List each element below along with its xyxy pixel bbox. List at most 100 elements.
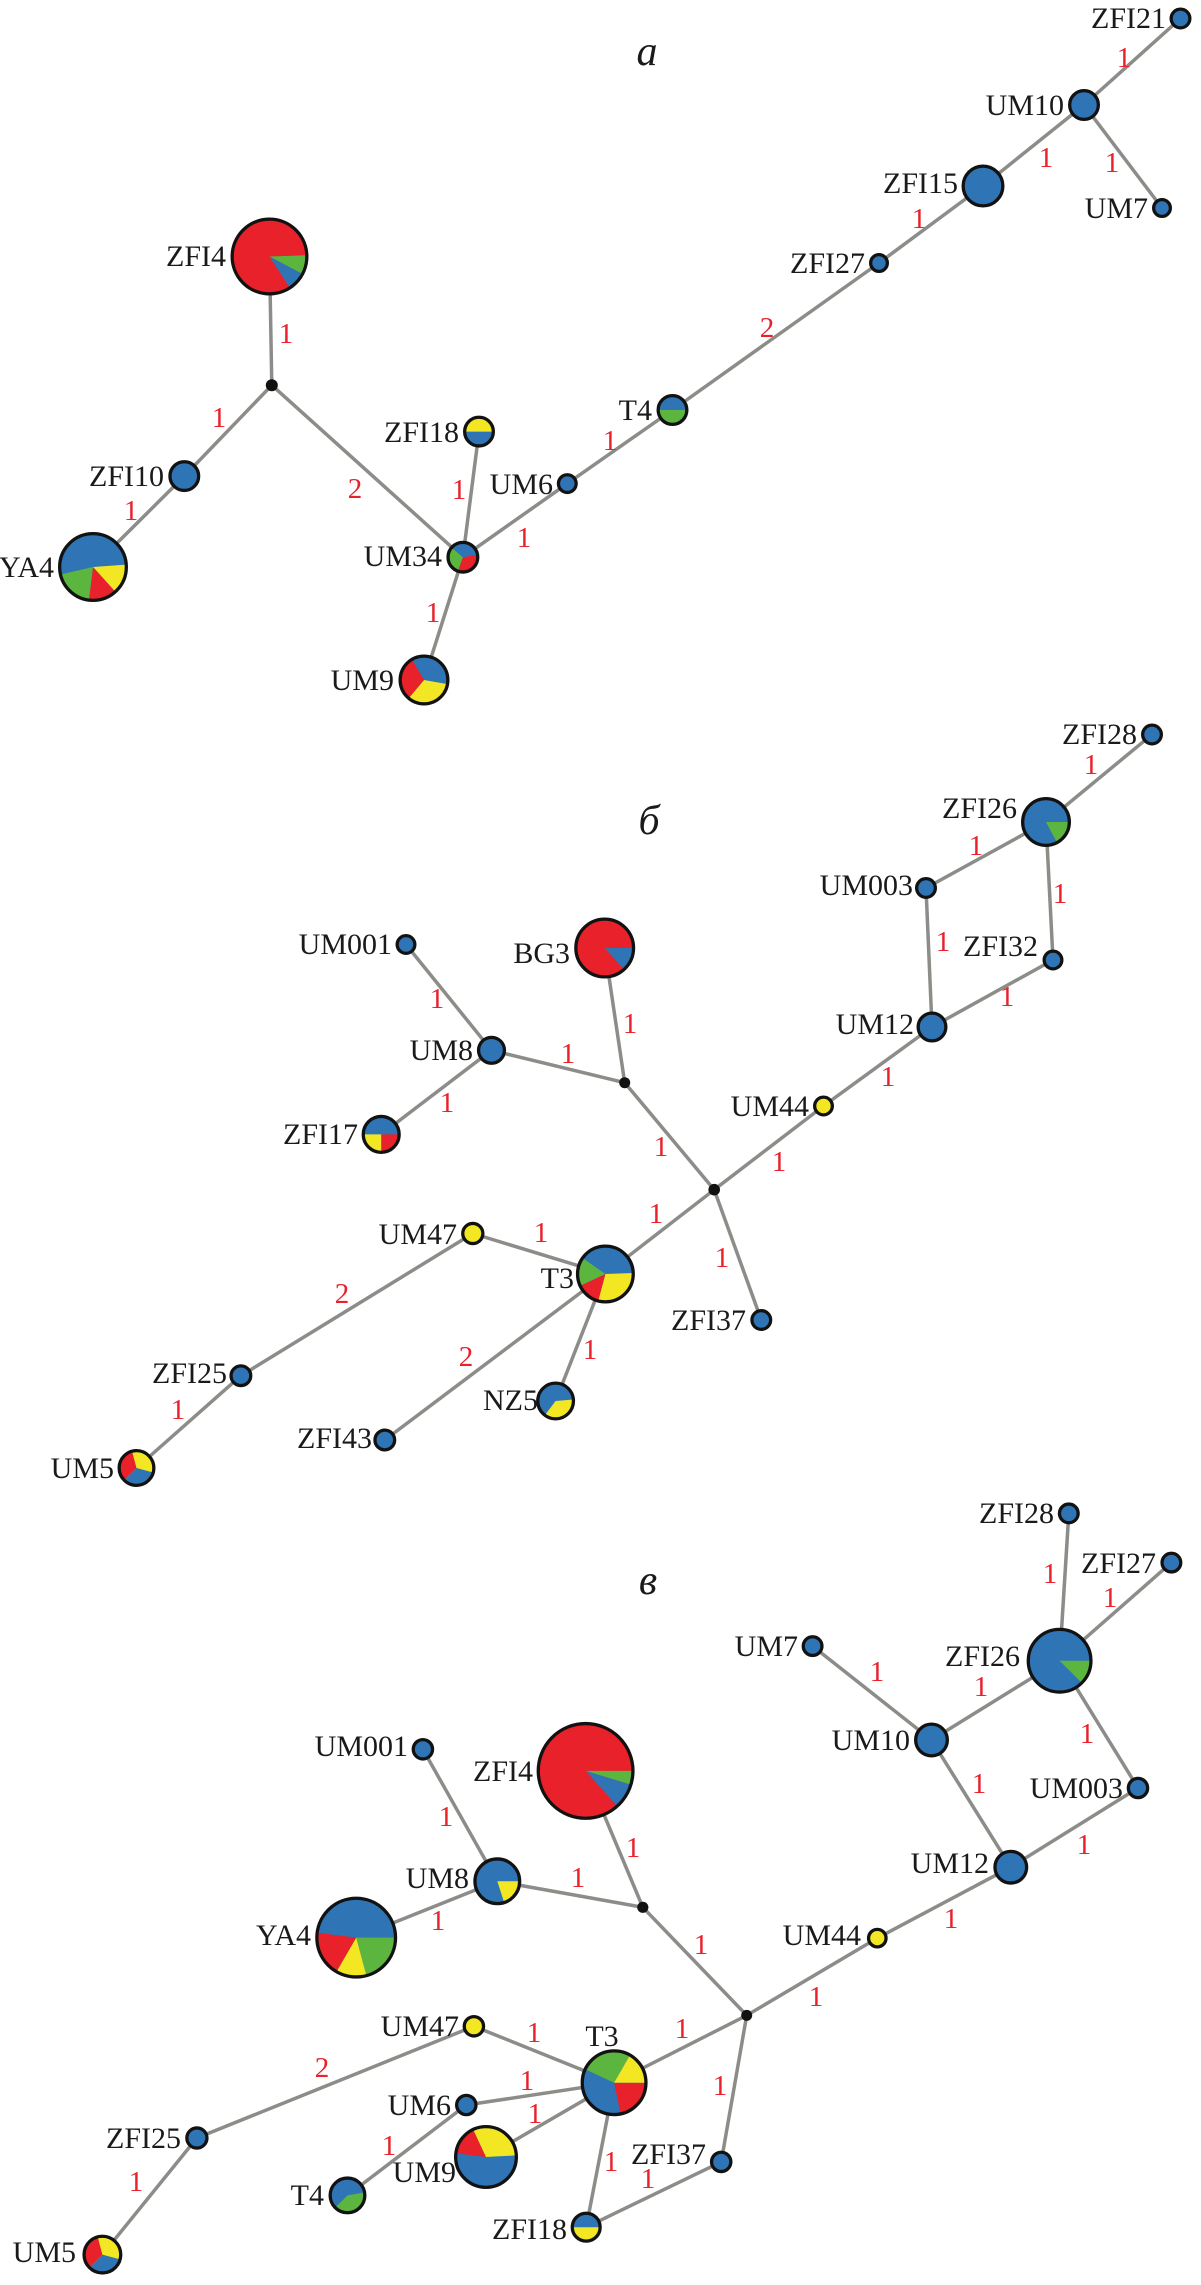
svg-text:1: 1 — [452, 474, 467, 506]
svg-text:ZFI26: ZFI26 — [945, 1640, 1020, 1673]
svg-text:ZFI4: ZFI4 — [473, 1755, 533, 1788]
svg-text:ZFI37: ZFI37 — [631, 2138, 706, 2171]
svg-text:UM47: UM47 — [381, 2010, 459, 2043]
svg-text:ZFI32: ZFI32 — [963, 930, 1038, 963]
svg-text:UM12: UM12 — [911, 1847, 989, 1880]
svg-text:ZFI27: ZFI27 — [790, 247, 865, 280]
svg-text:UM7: UM7 — [1085, 192, 1148, 225]
svg-text:1: 1 — [1043, 1558, 1058, 1590]
svg-text:T4: T4 — [619, 394, 652, 427]
svg-text:ZFI43: ZFI43 — [297, 1422, 372, 1455]
svg-text:1: 1 — [626, 1832, 641, 1864]
svg-text:ZFI26: ZFI26 — [942, 792, 1017, 825]
svg-text:BG3: BG3 — [513, 937, 570, 970]
svg-text:1: 1 — [1077, 1829, 1092, 1861]
svg-text:1: 1 — [129, 2166, 144, 2198]
svg-text:UM7: UM7 — [735, 1630, 798, 1663]
svg-text:1: 1 — [1105, 147, 1120, 179]
svg-text:UM8: UM8 — [410, 1034, 473, 1067]
svg-text:T3: T3 — [541, 1262, 574, 1295]
svg-text:1: 1 — [171, 1394, 186, 1426]
svg-text:1: 1 — [713, 2070, 728, 2102]
svg-text:1: 1 — [974, 1671, 989, 1703]
svg-text:1: 1 — [439, 1801, 454, 1833]
svg-text:T4: T4 — [291, 2179, 324, 2212]
svg-text:1: 1 — [694, 1929, 709, 1961]
svg-text:UM34: UM34 — [364, 540, 442, 573]
svg-text:ZFI37: ZFI37 — [671, 1304, 746, 1337]
svg-text:1: 1 — [972, 1768, 987, 1800]
svg-text:1: 1 — [426, 597, 441, 629]
svg-text:UM9: UM9 — [331, 664, 394, 697]
svg-text:ZFI10: ZFI10 — [89, 460, 164, 493]
svg-text:ZFI18: ZFI18 — [384, 416, 459, 449]
svg-text:1: 1 — [1117, 42, 1132, 74]
svg-text:1: 1 — [124, 495, 139, 527]
svg-text:UM10: UM10 — [832, 1724, 910, 1757]
svg-text:1: 1 — [583, 1334, 598, 1366]
svg-text:ZFI21: ZFI21 — [1091, 2, 1166, 35]
svg-text:1: 1 — [969, 830, 984, 862]
svg-text:1: 1 — [1039, 142, 1054, 174]
svg-text:UM9: UM9 — [393, 2156, 456, 2189]
svg-text:ZFI27: ZFI27 — [1081, 1547, 1156, 1580]
svg-text:1: 1 — [1080, 1718, 1095, 1750]
svg-text:1: 1 — [430, 983, 445, 1015]
svg-text:UM47: UM47 — [379, 1218, 457, 1251]
svg-text:1: 1 — [772, 1146, 787, 1178]
svg-text:UM8: UM8 — [406, 1862, 469, 1895]
svg-text:ZFI28: ZFI28 — [1062, 718, 1137, 751]
svg-text:ZFI18: ZFI18 — [492, 2213, 567, 2246]
svg-text:1: 1 — [944, 1903, 959, 1935]
svg-text:UM44: UM44 — [783, 1919, 861, 1952]
svg-text:1: 1 — [1084, 749, 1099, 781]
svg-text:1: 1 — [431, 1905, 446, 1937]
svg-text:1: 1 — [527, 2017, 542, 2049]
svg-text:UM003: UM003 — [1030, 1772, 1123, 1805]
svg-text:UM001: UM001 — [315, 1730, 408, 1763]
svg-text:1: 1 — [571, 1862, 586, 1894]
svg-text:1: 1 — [440, 1087, 455, 1119]
svg-text:1: 1 — [623, 1008, 638, 1040]
svg-text:в: в — [639, 1558, 657, 1604]
svg-text:UM003: UM003 — [820, 869, 913, 902]
svg-text:UM12: UM12 — [836, 1008, 914, 1041]
svg-text:ZFI25: ZFI25 — [106, 2122, 181, 2155]
svg-text:YA4: YA4 — [256, 1919, 311, 1952]
svg-text:T3: T3 — [585, 2020, 618, 2053]
svg-text:2: 2 — [459, 1341, 474, 1373]
svg-text:1: 1 — [1000, 981, 1015, 1013]
svg-text:UM5: UM5 — [13, 2236, 76, 2269]
svg-text:1: 1 — [528, 2098, 543, 2130]
svg-text:UM6: UM6 — [490, 468, 553, 501]
svg-text:1: 1 — [1053, 878, 1068, 910]
svg-text:UM001: UM001 — [299, 928, 392, 961]
svg-text:1: 1 — [534, 1217, 549, 1249]
svg-text:1: 1 — [603, 425, 618, 457]
svg-text:ZFI25: ZFI25 — [152, 1357, 227, 1390]
svg-text:1: 1 — [520, 2065, 535, 2097]
svg-text:ZFI15: ZFI15 — [883, 167, 958, 200]
svg-text:1: 1 — [561, 1038, 576, 1070]
svg-text:б: б — [638, 798, 661, 844]
svg-text:ZFI17: ZFI17 — [283, 1118, 358, 1151]
svg-text:2: 2 — [335, 1278, 350, 1310]
svg-text:YA4: YA4 — [0, 551, 54, 584]
svg-text:1: 1 — [517, 522, 532, 554]
svg-text:2: 2 — [348, 473, 363, 505]
svg-text:1: 1 — [870, 1656, 885, 1688]
svg-text:1: 1 — [936, 926, 951, 958]
svg-text:UM6: UM6 — [388, 2089, 451, 2122]
svg-text:1: 1 — [604, 2146, 619, 2178]
svg-text:1: 1 — [649, 1198, 664, 1230]
svg-text:ZFI28: ZFI28 — [979, 1497, 1054, 1530]
svg-text:1: 1 — [809, 1981, 824, 2013]
svg-text:ZFI4: ZFI4 — [166, 240, 226, 273]
svg-text:1: 1 — [279, 318, 294, 350]
svg-text:1: 1 — [212, 402, 227, 434]
svg-text:1: 1 — [715, 1242, 730, 1274]
svg-text:2: 2 — [760, 312, 775, 344]
svg-text:1: 1 — [1103, 1582, 1118, 1614]
svg-text:1: 1 — [641, 2163, 656, 2195]
svg-text:1: 1 — [654, 1131, 669, 1163]
